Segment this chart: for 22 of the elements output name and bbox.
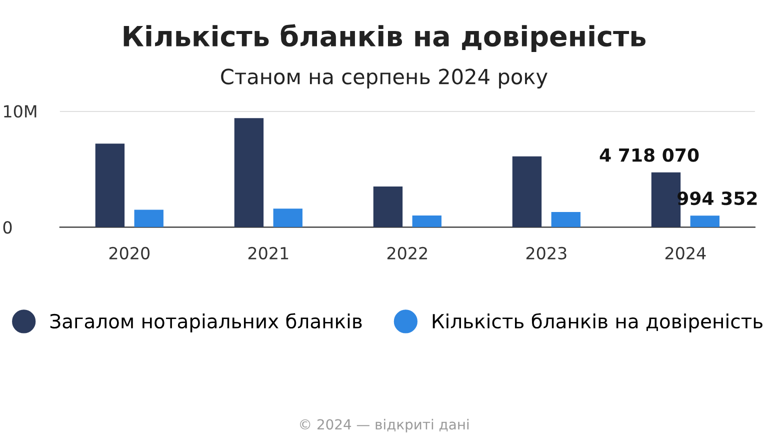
chart-subtitle: Станом на серпень 2024 року	[221, 68, 548, 88]
x-tick-label: 2020	[109, 246, 150, 260]
bar	[273, 208, 302, 228]
y-tick-label: 10M	[4, 105, 36, 118]
bar	[412, 216, 442, 228]
x-tick-label: 2024	[665, 246, 706, 260]
chart-title: Кількість бланків на довіреність	[124, 24, 646, 52]
x-tick-label: 2023	[526, 246, 566, 260]
x-tick-label: 2021	[248, 246, 288, 260]
data-label: 4 718 070	[600, 148, 699, 162]
bar	[234, 118, 264, 228]
legend-label: Кількість бланків на довіреність	[432, 313, 762, 332]
bar	[134, 210, 164, 228]
bar	[512, 156, 542, 228]
bar	[95, 144, 125, 228]
bar	[373, 186, 403, 228]
bar	[551, 212, 580, 228]
text: © 2024 — відкриті дані	[300, 418, 469, 432]
x-tick-label: 2022	[387, 246, 427, 260]
bar	[690, 216, 720, 228]
y-tick-label: 0	[3, 221, 12, 234]
legend-label: Загалом нотаріальних бланків	[50, 313, 362, 332]
